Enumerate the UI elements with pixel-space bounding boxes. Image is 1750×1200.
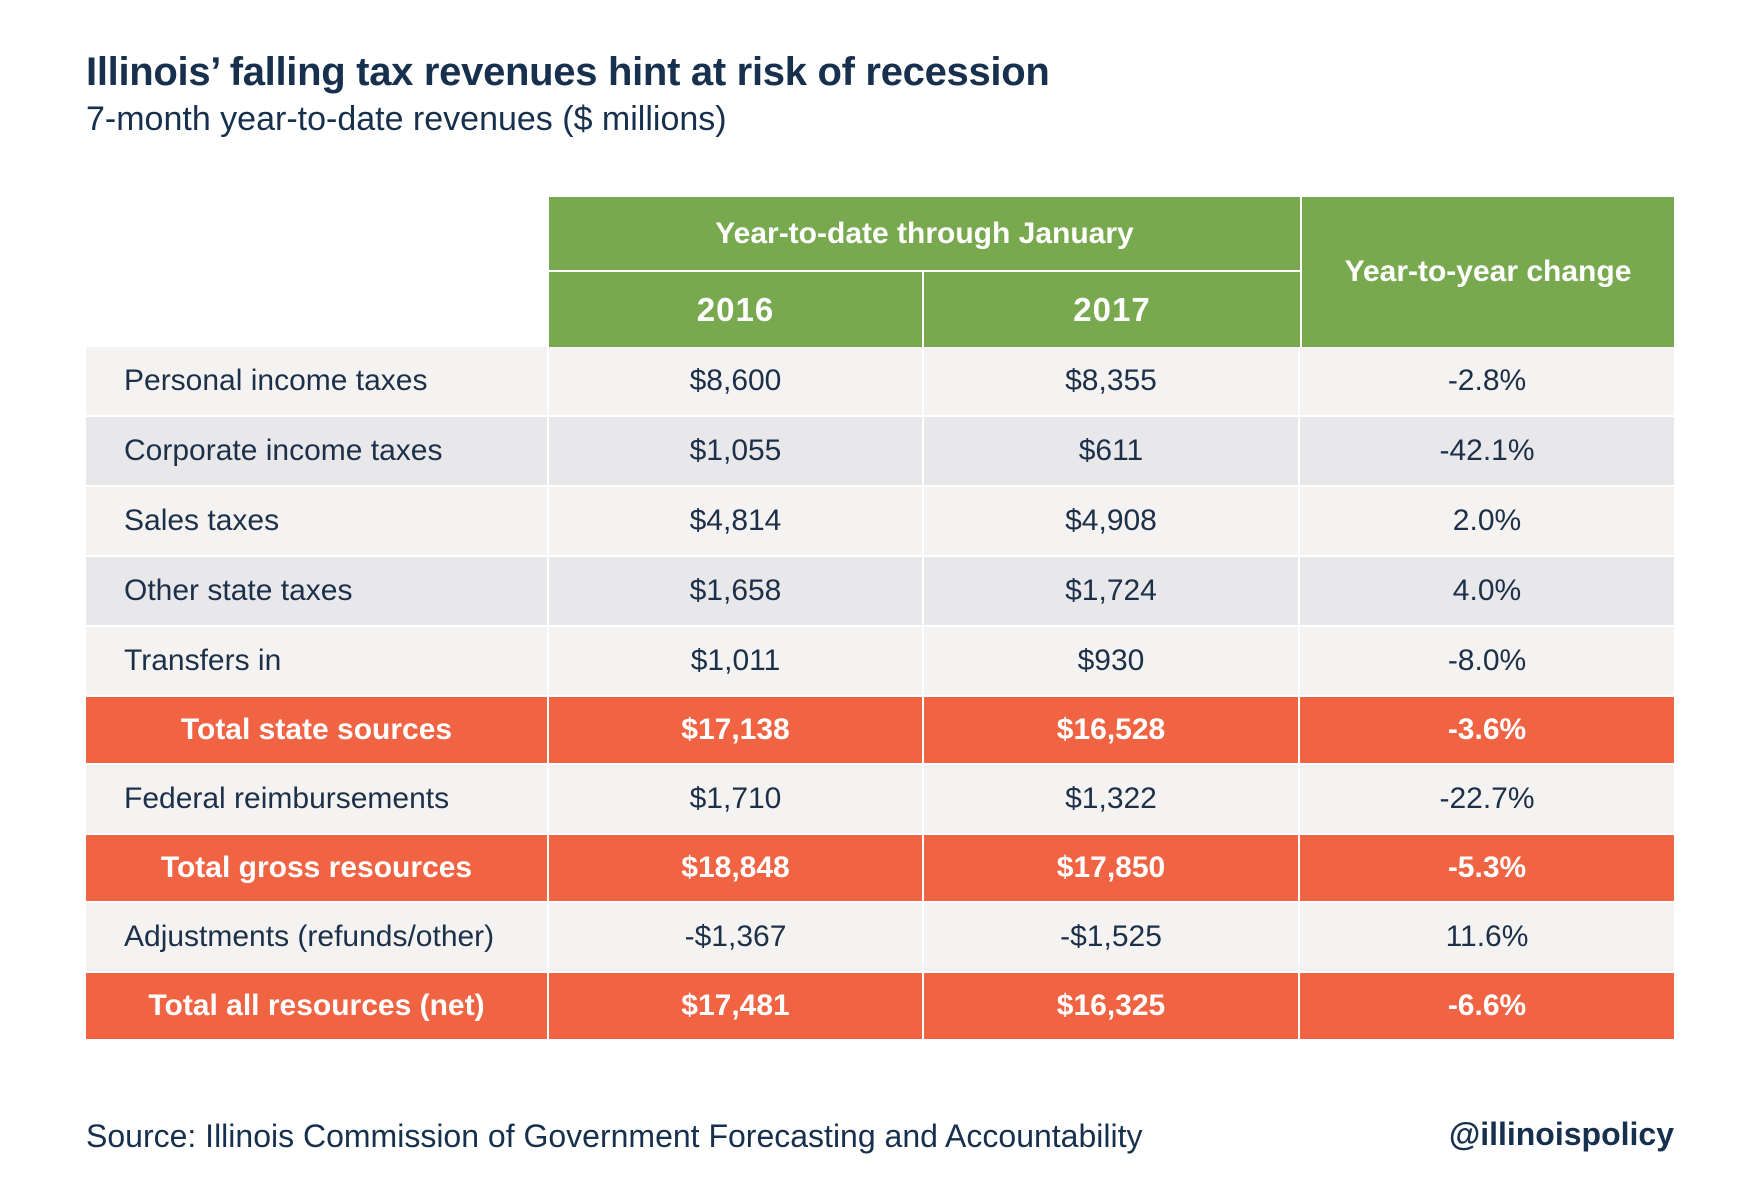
value-2016: $1,055 <box>549 417 924 485</box>
table-row: Transfers in $1,011 $930 -8.0% <box>86 627 1674 697</box>
row-label: Corporate income taxes <box>86 417 549 485</box>
table-row: Personal income taxes $8,600 $8,355 -2.8% <box>86 347 1674 417</box>
value-2017: -$1,525 <box>924 903 1300 971</box>
brand-handle: @illinoispolicy <box>1448 1116 1674 1152</box>
value-2017: $4,908 <box>924 487 1300 555</box>
value-change: -2.8% <box>1447 364 1527 397</box>
value-2016: $17,138 <box>549 697 924 763</box>
value-2016: $8,600 <box>549 347 924 415</box>
value-change: -3.6% <box>1447 713 1527 746</box>
value-2016: $4,814 <box>549 487 924 555</box>
value-2017: $1,322 <box>924 765 1300 833</box>
value-2017: $17,850 <box>924 835 1300 901</box>
value-change: 11.6% <box>1445 920 1529 953</box>
table-row: Federal reimbursements $1,710 $1,322 -22.7% <box>86 765 1674 835</box>
row-label: Sales taxes <box>86 487 549 555</box>
value-change: 2.0% <box>1452 504 1522 537</box>
row-label: Total state sources <box>86 697 549 763</box>
value-2016: $1,011 <box>549 627 924 695</box>
header-year-to-year-change: Year-to-year change <box>1300 197 1674 347</box>
value-change: -6.6% <box>1447 989 1527 1022</box>
table-row: Other state taxes $1,658 $1,724 4.0% <box>86 557 1674 627</box>
value-change: -8.0% <box>1447 644 1527 677</box>
value-2017: $930 <box>924 627 1300 695</box>
table-row: Corporate income taxes $1,055 $611 -42.1% <box>86 417 1674 487</box>
chart-subtitle: 7-month year-to-date revenues ($ million… <box>86 100 727 138</box>
value-2017: $16,528 <box>924 697 1300 763</box>
table-total-row: Total state sources $17,138 $16,528 -3.6% <box>86 697 1674 765</box>
value-change: -22.7% <box>1439 782 1535 815</box>
row-label: Total all resources (net) <box>86 973 549 1039</box>
value-change: -42.1% <box>1439 434 1535 467</box>
header-2016: 2016 <box>549 272 924 347</box>
row-label: Transfers in <box>86 627 549 695</box>
row-label: Other state taxes <box>86 557 549 625</box>
value-2016: $17,481 <box>549 973 924 1039</box>
row-label: Adjustments (refunds/other) <box>86 903 549 971</box>
row-label: Total gross resources <box>86 835 549 901</box>
value-change: -5.3% <box>1447 851 1527 884</box>
table-body: Personal income taxes $8,600 $8,355 -2.8% Co… <box>86 347 1674 1041</box>
value-2016: -$1,367 <box>549 903 924 971</box>
source-note: Source: Illinois Commission of Governmen… <box>86 1118 1143 1154</box>
table-row: Sales taxes $4,814 $4,908 2.0% <box>86 487 1674 557</box>
value-2017: $1,724 <box>924 557 1300 625</box>
value-2016: $18,848 <box>549 835 924 901</box>
value-2017: $611 <box>924 417 1300 485</box>
value-2017: $16,325 <box>924 973 1300 1039</box>
row-label: Federal reimbursements <box>86 765 549 833</box>
value-change: 4.0% <box>1452 574 1522 607</box>
chart-title: Illinois’ falling tax revenues hint at r… <box>86 50 1050 94</box>
value-2016: $1,710 <box>549 765 924 833</box>
table-row: Adjustments (refunds/other) -$1,367 -$1,52… <box>86 903 1674 973</box>
header-2017: 2017 <box>924 272 1300 347</box>
value-2016: $1,658 <box>549 557 924 625</box>
table-total-row: Total all resources (net) $17,481 $16,325 -… <box>86 973 1674 1041</box>
table-total-row: Total gross resources $18,848 $17,850 -5.3% <box>86 835 1674 903</box>
row-label: Personal income taxes <box>86 347 549 415</box>
header-year-to-date: Year-to-date through January <box>549 197 1300 272</box>
value-2017: $8,355 <box>924 347 1300 415</box>
